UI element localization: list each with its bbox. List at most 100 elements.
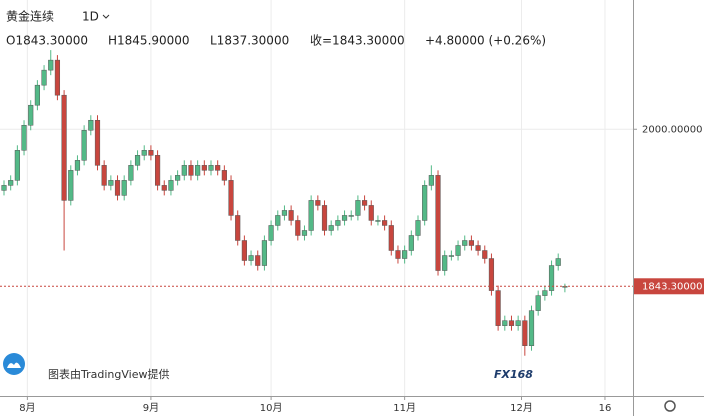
candle-body	[508, 320, 515, 326]
candle-body	[248, 255, 254, 261]
candle-body	[8, 180, 14, 186]
candle-body	[555, 258, 561, 266]
candle-body	[215, 165, 221, 171]
candle-body	[382, 220, 388, 226]
last-price-box	[634, 278, 704, 295]
candle-body	[361, 200, 368, 206]
candle-body	[288, 210, 294, 221]
candle-body	[295, 220, 301, 236]
candle-body	[462, 240, 468, 246]
candle-body	[315, 200, 321, 206]
candle-body	[422, 185, 428, 221]
candle-body	[28, 104, 34, 126]
candle-body	[168, 180, 174, 191]
candle-body	[74, 160, 81, 171]
candle-body	[21, 125, 27, 151]
x-tick-label: 11月	[393, 402, 416, 414]
candle-body	[308, 200, 314, 231]
candle-body	[328, 225, 334, 231]
candle-body	[348, 215, 354, 217]
candle-body	[321, 205, 328, 231]
candle-body	[548, 265, 555, 291]
x-tick-label: 9月	[143, 402, 159, 414]
open-label: O1843.30000	[6, 34, 88, 48]
candle-body	[175, 175, 181, 181]
candle-body	[88, 119, 94, 131]
candle-body	[101, 165, 107, 186]
candle-body	[335, 220, 341, 226]
candle-body	[114, 180, 121, 196]
candle-body	[154, 155, 161, 186]
candle-body	[121, 180, 127, 196]
candle-body	[61, 94, 67, 201]
candle-body	[442, 255, 448, 271]
candle-body	[195, 165, 201, 176]
candle-body	[241, 240, 247, 261]
fx168-logo: FX168	[494, 368, 533, 381]
candle-body	[228, 180, 234, 216]
candle-body	[435, 175, 441, 271]
candle-body	[235, 215, 241, 241]
interval[interactable]: 1D	[82, 10, 99, 24]
settings-icon[interactable]	[664, 400, 676, 412]
candle-body	[148, 150, 154, 156]
candle-body	[482, 250, 488, 259]
last-price-label: 1843.30000	[642, 281, 702, 292]
candle-body	[468, 240, 474, 246]
candle-body	[455, 245, 461, 256]
candle-body	[388, 225, 394, 251]
candle-body	[268, 225, 274, 241]
candle-body	[341, 215, 348, 221]
candle-body	[68, 170, 74, 201]
x-tick-label: 10月	[260, 402, 283, 414]
candle-body	[301, 230, 308, 236]
candle-body	[542, 290, 548, 296]
candle-body	[395, 250, 401, 259]
candle-body	[428, 175, 434, 186]
candle-body	[448, 255, 454, 257]
y-tick-label: 2000.00000	[642, 124, 702, 135]
candle-body	[475, 245, 481, 251]
candle-body	[201, 165, 207, 171]
candle-body	[48, 59, 54, 71]
candle-body	[208, 165, 214, 171]
candle-body	[188, 165, 194, 176]
x-tick-label: 16	[599, 403, 612, 414]
candle-body	[515, 320, 521, 326]
candle-body	[522, 320, 528, 346]
x-tick-label: 12月	[510, 402, 533, 414]
candle-body	[408, 235, 414, 251]
candle-body	[528, 310, 535, 346]
candle-body	[128, 165, 134, 181]
x-tick-label: 8月	[19, 402, 35, 414]
candle-body	[181, 165, 187, 176]
candle-body	[1, 185, 7, 191]
logo-cloud[interactable]	[7, 362, 21, 368]
high-label: H1845.90000	[108, 34, 190, 48]
candle-body	[402, 250, 408, 259]
logo-circle[interactable]	[3, 353, 25, 375]
candle-body	[141, 150, 147, 156]
symbol-title[interactable]: 黄金连续	[6, 9, 54, 24]
candle-body	[275, 215, 281, 226]
candle-body	[355, 200, 361, 216]
candle-body	[375, 220, 381, 222]
candle-body	[502, 320, 508, 326]
candle-body	[535, 295, 541, 311]
attribution[interactable]: 图表由TradingView提供	[48, 367, 169, 381]
tradingview-logo[interactable]	[3, 353, 25, 375]
candle-body	[221, 170, 227, 181]
gear[interactable]	[664, 400, 676, 412]
candle-body	[261, 240, 268, 266]
candle-body	[81, 130, 87, 161]
change-label: +4.80000 (+0.26%)	[425, 34, 546, 48]
candle-body	[161, 185, 167, 191]
candle-body	[14, 150, 20, 181]
dropdown-icon[interactable]	[102, 14, 110, 19]
close-label: 收=1843.30000	[310, 34, 405, 48]
candle-body	[255, 255, 261, 266]
candle-body	[415, 220, 421, 236]
candle-body	[281, 210, 288, 216]
candle-body	[54, 59, 61, 96]
